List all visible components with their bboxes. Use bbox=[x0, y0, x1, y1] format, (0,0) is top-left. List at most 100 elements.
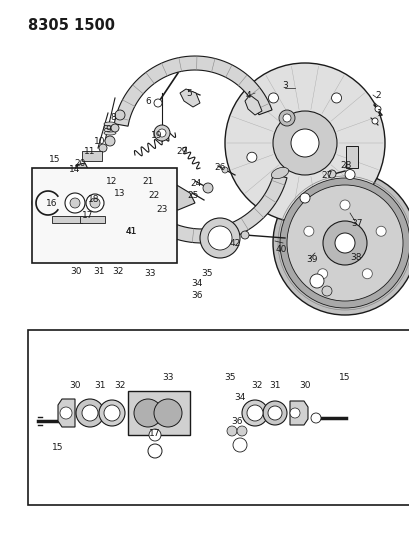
Text: 38: 38 bbox=[349, 254, 361, 262]
Circle shape bbox=[278, 110, 294, 126]
Circle shape bbox=[241, 400, 267, 426]
Circle shape bbox=[344, 169, 354, 180]
Circle shape bbox=[99, 144, 107, 152]
Text: 34: 34 bbox=[234, 393, 245, 402]
Ellipse shape bbox=[104, 125, 116, 129]
Polygon shape bbox=[117, 174, 286, 243]
Circle shape bbox=[279, 178, 409, 308]
Circle shape bbox=[289, 408, 299, 418]
Circle shape bbox=[207, 226, 231, 250]
Circle shape bbox=[200, 218, 239, 258]
Text: 8305 1500: 8305 1500 bbox=[28, 18, 115, 33]
Circle shape bbox=[154, 99, 162, 107]
Text: 31: 31 bbox=[94, 381, 106, 390]
Ellipse shape bbox=[104, 128, 116, 132]
Text: 30: 30 bbox=[70, 266, 81, 276]
Text: 8: 8 bbox=[110, 112, 116, 122]
Text: 14: 14 bbox=[69, 166, 81, 174]
Circle shape bbox=[282, 114, 290, 122]
Polygon shape bbox=[148, 178, 195, 210]
Text: 37: 37 bbox=[351, 219, 362, 228]
Text: 16: 16 bbox=[46, 198, 58, 207]
Circle shape bbox=[111, 124, 119, 132]
Text: 41: 41 bbox=[125, 227, 136, 236]
Bar bbox=[82, 151, 102, 161]
Circle shape bbox=[105, 136, 115, 146]
Text: 13: 13 bbox=[114, 189, 126, 198]
Text: 42: 42 bbox=[229, 238, 240, 247]
Circle shape bbox=[227, 426, 236, 436]
Text: 15: 15 bbox=[338, 374, 350, 383]
Circle shape bbox=[157, 129, 166, 137]
Ellipse shape bbox=[104, 122, 116, 126]
Circle shape bbox=[331, 93, 341, 103]
Text: 25: 25 bbox=[187, 190, 198, 199]
Circle shape bbox=[371, 118, 377, 124]
Text: 27: 27 bbox=[321, 171, 332, 180]
Circle shape bbox=[65, 193, 85, 213]
Circle shape bbox=[76, 399, 104, 427]
Text: 15: 15 bbox=[52, 443, 63, 453]
Circle shape bbox=[90, 198, 100, 208]
Text: 35: 35 bbox=[201, 269, 212, 278]
Text: 4: 4 bbox=[245, 92, 250, 101]
Circle shape bbox=[267, 406, 281, 420]
Text: 31: 31 bbox=[269, 381, 280, 390]
Text: 3: 3 bbox=[281, 80, 287, 90]
Circle shape bbox=[272, 111, 336, 175]
Text: 20: 20 bbox=[74, 158, 85, 167]
Text: 24: 24 bbox=[190, 179, 201, 188]
Circle shape bbox=[113, 175, 123, 185]
Circle shape bbox=[85, 196, 99, 210]
Text: 12: 12 bbox=[106, 176, 117, 185]
Circle shape bbox=[93, 192, 101, 200]
Circle shape bbox=[221, 167, 227, 173]
Polygon shape bbox=[245, 95, 261, 115]
Text: 36: 36 bbox=[231, 416, 242, 425]
Circle shape bbox=[286, 185, 402, 301]
Circle shape bbox=[268, 93, 278, 103]
Text: 33: 33 bbox=[162, 374, 173, 383]
Text: 31: 31 bbox=[93, 266, 104, 276]
Circle shape bbox=[70, 198, 80, 208]
Text: 34: 34 bbox=[191, 279, 202, 287]
Circle shape bbox=[104, 405, 120, 421]
Circle shape bbox=[309, 274, 323, 288]
Circle shape bbox=[202, 183, 213, 193]
Circle shape bbox=[37, 196, 51, 210]
Text: 32: 32 bbox=[251, 381, 262, 390]
Circle shape bbox=[362, 269, 371, 279]
Text: 36: 36 bbox=[191, 290, 202, 300]
Text: 32: 32 bbox=[114, 381, 126, 390]
Circle shape bbox=[246, 405, 262, 421]
Text: 33: 33 bbox=[144, 269, 155, 278]
Circle shape bbox=[83, 178, 89, 184]
Circle shape bbox=[154, 399, 182, 427]
Circle shape bbox=[80, 191, 104, 215]
Circle shape bbox=[334, 233, 354, 253]
Circle shape bbox=[299, 193, 309, 203]
Text: 22: 22 bbox=[148, 191, 159, 200]
Text: 30: 30 bbox=[69, 381, 81, 390]
Text: 10: 10 bbox=[94, 136, 106, 146]
Circle shape bbox=[32, 191, 56, 215]
Text: 26: 26 bbox=[214, 164, 225, 173]
Ellipse shape bbox=[271, 167, 288, 179]
Circle shape bbox=[272, 171, 409, 315]
Polygon shape bbox=[58, 399, 75, 427]
Polygon shape bbox=[289, 401, 307, 425]
Bar bbox=[32, 168, 177, 263]
Circle shape bbox=[303, 226, 313, 236]
Circle shape bbox=[225, 63, 384, 223]
Text: 17: 17 bbox=[82, 211, 94, 220]
Text: 1: 1 bbox=[376, 109, 382, 117]
Text: 2: 2 bbox=[374, 92, 380, 101]
Text: 41: 41 bbox=[125, 227, 136, 236]
Text: 32: 32 bbox=[112, 266, 124, 276]
Circle shape bbox=[262, 401, 286, 425]
Bar bbox=[28, 330, 409, 505]
Bar bbox=[128, 391, 189, 435]
Text: 11: 11 bbox=[84, 148, 96, 157]
Circle shape bbox=[246, 152, 256, 162]
Circle shape bbox=[148, 429, 161, 441]
